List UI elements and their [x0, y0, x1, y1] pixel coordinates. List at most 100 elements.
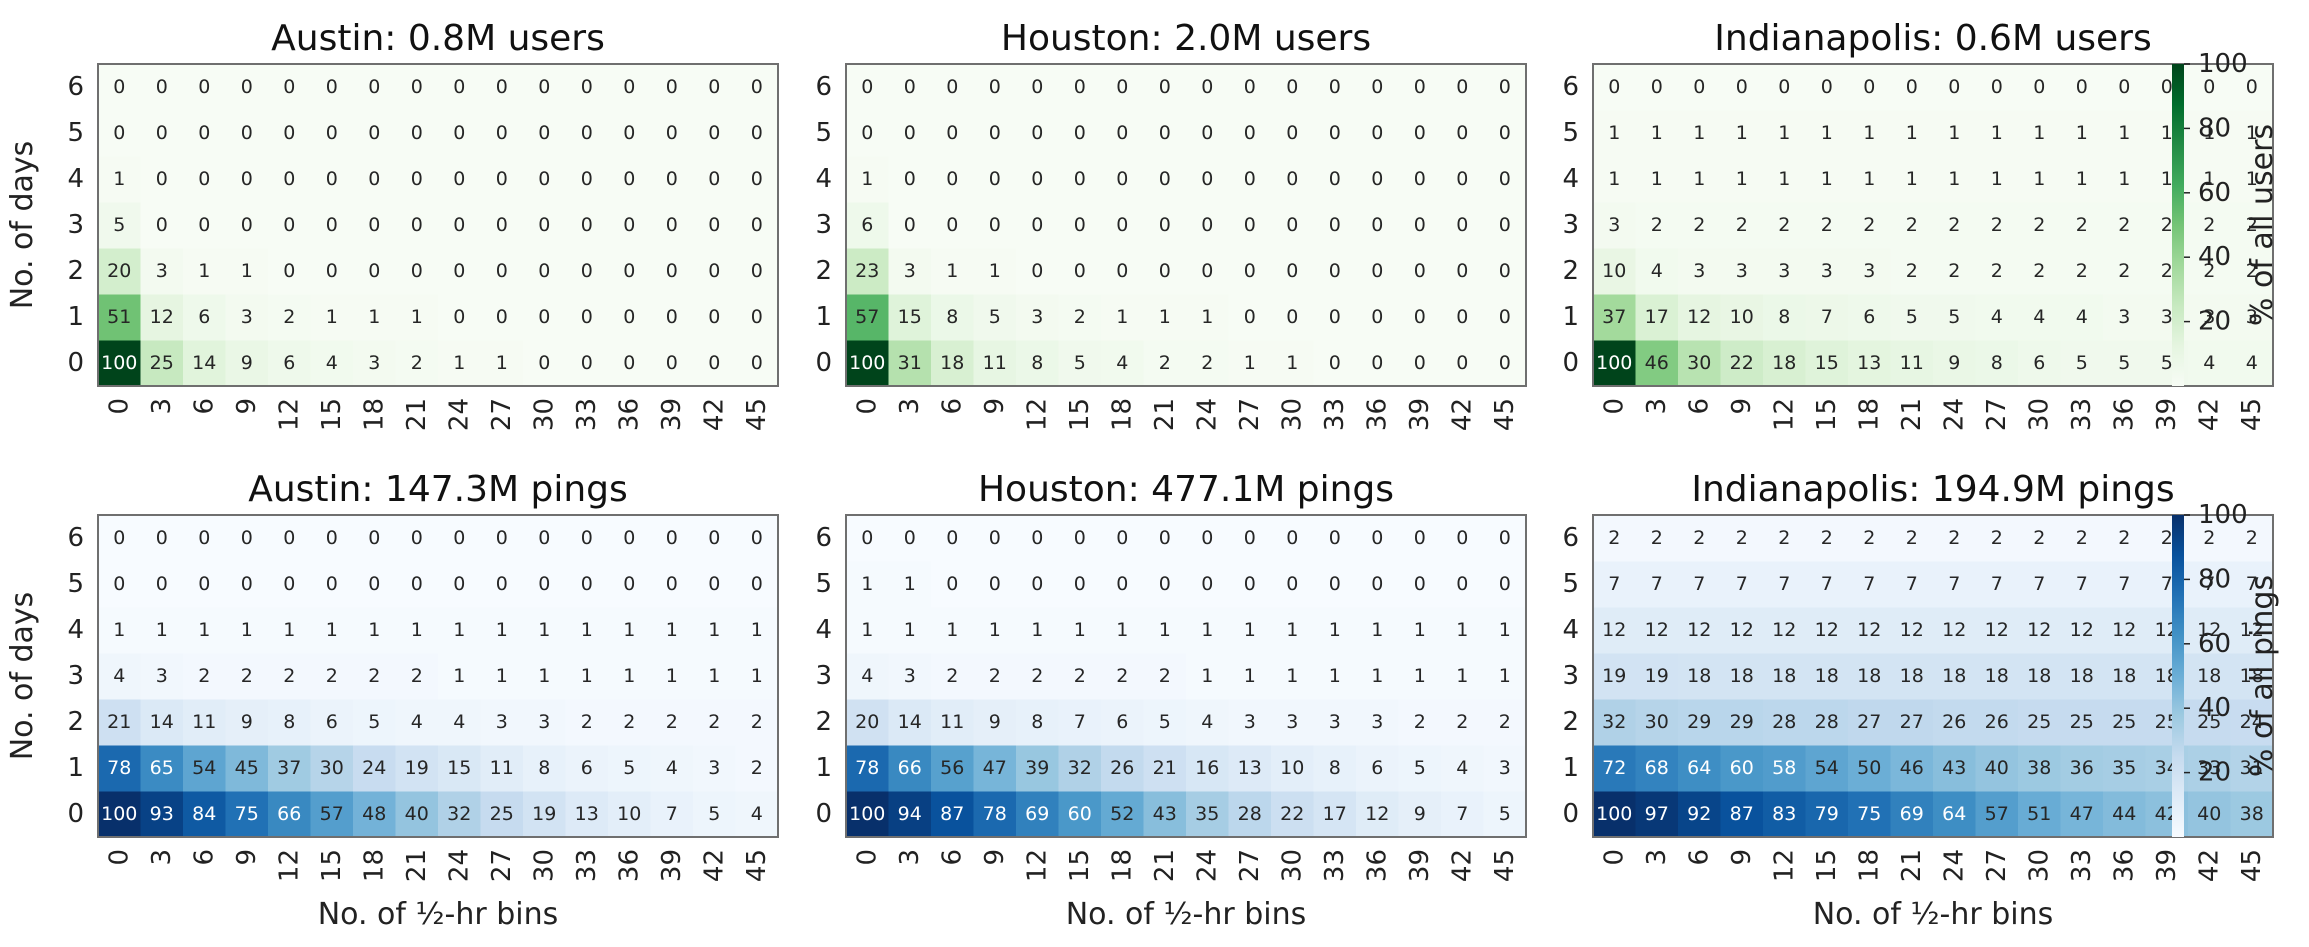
heatmap-cell — [1143, 653, 1187, 700]
heatmap-cell — [650, 110, 694, 157]
cell-label: 45 — [235, 757, 259, 779]
cell-label: 1 — [368, 619, 380, 641]
heatmap-cell — [973, 515, 1017, 562]
cell-label: 0 — [1031, 527, 1043, 549]
x-tick-label: 33 — [572, 398, 602, 431]
heatmap-cell — [2103, 699, 2146, 746]
cell-label: 2 — [1693, 527, 1705, 549]
x-tick-label: 36 — [2109, 849, 2139, 882]
cell-label: 0 — [156, 214, 168, 236]
heatmap-cell — [1933, 745, 1976, 792]
heatmap-cell — [1058, 699, 1102, 746]
cell-label: 27 — [1900, 711, 1924, 733]
cell-label: 2 — [2033, 527, 2045, 549]
heatmap-cell — [1933, 561, 1976, 608]
cell-label: 1 — [538, 619, 550, 641]
heatmap-cell — [183, 607, 226, 654]
heatmap-cell — [1678, 791, 1721, 838]
cell-label: 0 — [1948, 76, 1960, 98]
x-tick-label: 9 — [232, 398, 262, 415]
heatmap-cell — [1593, 745, 1636, 792]
cell-label: 0 — [623, 527, 635, 549]
heatmap-cell — [1356, 561, 1399, 608]
x-tick-label: 42 — [699, 398, 729, 431]
heatmap-cell — [183, 248, 226, 295]
heatmap-cell — [98, 294, 141, 341]
heatmap-cell — [1356, 64, 1399, 111]
cell-label: 5 — [2161, 352, 2173, 374]
heatmap-cell — [608, 561, 651, 608]
cell-label: 1 — [1414, 619, 1426, 641]
cell-label: 1 — [1736, 122, 1748, 144]
cell-label: 2 — [1778, 214, 1790, 236]
heatmap-cell — [438, 202, 481, 249]
cell-label: 0 — [1906, 76, 1918, 98]
x-tick-label: 39 — [2152, 849, 2182, 882]
heatmap-cell — [931, 156, 974, 203]
cell-label: 0 — [1201, 76, 1213, 98]
cell-label: 0 — [623, 306, 635, 328]
cell-label: 1 — [2076, 122, 2088, 144]
heatmap-cell — [140, 340, 184, 387]
heatmap-cell — [1848, 791, 1891, 838]
heatmap-cell — [2060, 791, 2104, 838]
chart-title: Indianapolis: 194.9M pings — [1691, 469, 2174, 510]
heatmap-cell — [1975, 791, 2019, 838]
cell-label: 0 — [1074, 76, 1086, 98]
cell-label: 6 — [326, 711, 338, 733]
heatmap-cell — [1805, 699, 1849, 746]
heatmap-cell — [1975, 156, 2019, 203]
x-tick-label: 12 — [1769, 398, 1799, 431]
cell-label: 0 — [666, 168, 678, 190]
heatmap-cell — [2018, 699, 2061, 746]
y-tick-label: 0 — [815, 799, 832, 829]
cell-label: 0 — [1371, 527, 1383, 549]
heatmap-cell — [1058, 745, 1102, 792]
heatmap-cell — [353, 561, 396, 608]
heatmap-cell — [1635, 515, 1679, 562]
x-axis-label: No. of ½-hr bins — [1813, 897, 2054, 932]
cell-label: 0 — [1329, 214, 1341, 236]
x-tick-label: 45 — [742, 398, 772, 431]
heatmap-cell — [1593, 561, 1636, 608]
heatmap-cell — [1483, 653, 1527, 700]
cell-label: 4 — [2246, 352, 2258, 374]
cell-label: 2 — [411, 352, 423, 374]
cell-label: 18 — [2027, 665, 2051, 687]
cell-label: 0 — [904, 214, 916, 236]
heatmap-cell — [353, 248, 396, 295]
cell-label: 0 — [1456, 168, 1468, 190]
cell-label: 1 — [1456, 619, 1468, 641]
cell-label: 7 — [1778, 573, 1790, 595]
heatmap-cell — [565, 791, 609, 838]
heatmap-cell — [98, 64, 141, 111]
colorbar-gradient — [2172, 64, 2184, 386]
heatmap-cell — [888, 561, 932, 608]
cell-label: 1 — [1244, 619, 1256, 641]
heatmap-cell — [1356, 110, 1399, 157]
cell-label: 0 — [1371, 214, 1383, 236]
heatmap-cell — [140, 607, 184, 654]
x-tick-label: 27 — [1982, 398, 2012, 431]
heatmap-cell — [1016, 202, 1059, 249]
heatmap-cell — [1058, 156, 1102, 203]
heatmap-cell — [2188, 64, 2231, 111]
x-tick-label: 18 — [1107, 849, 1137, 882]
heatmap-cell — [931, 294, 974, 341]
x-tick-label: 42 — [1447, 849, 1477, 882]
heatmap-cell — [1058, 607, 1102, 654]
heatmap-cell — [310, 64, 354, 111]
cell-label: 2 — [1608, 527, 1620, 549]
heatmap-cell — [1890, 202, 1934, 249]
cell-label: 12 — [150, 306, 174, 328]
cell-label: 28 — [1238, 803, 1262, 825]
heatmap-cell — [565, 110, 609, 157]
cell-label: 7 — [2118, 573, 2130, 595]
heatmap-cell — [140, 156, 184, 203]
cell-label: 3 — [1863, 260, 1875, 282]
heatmap-cell — [1058, 340, 1102, 387]
cell-label: 94 — [898, 803, 922, 825]
cell-label: 10 — [617, 803, 641, 825]
cell-label: 83 — [1772, 803, 1796, 825]
cell-label: 75 — [235, 803, 259, 825]
